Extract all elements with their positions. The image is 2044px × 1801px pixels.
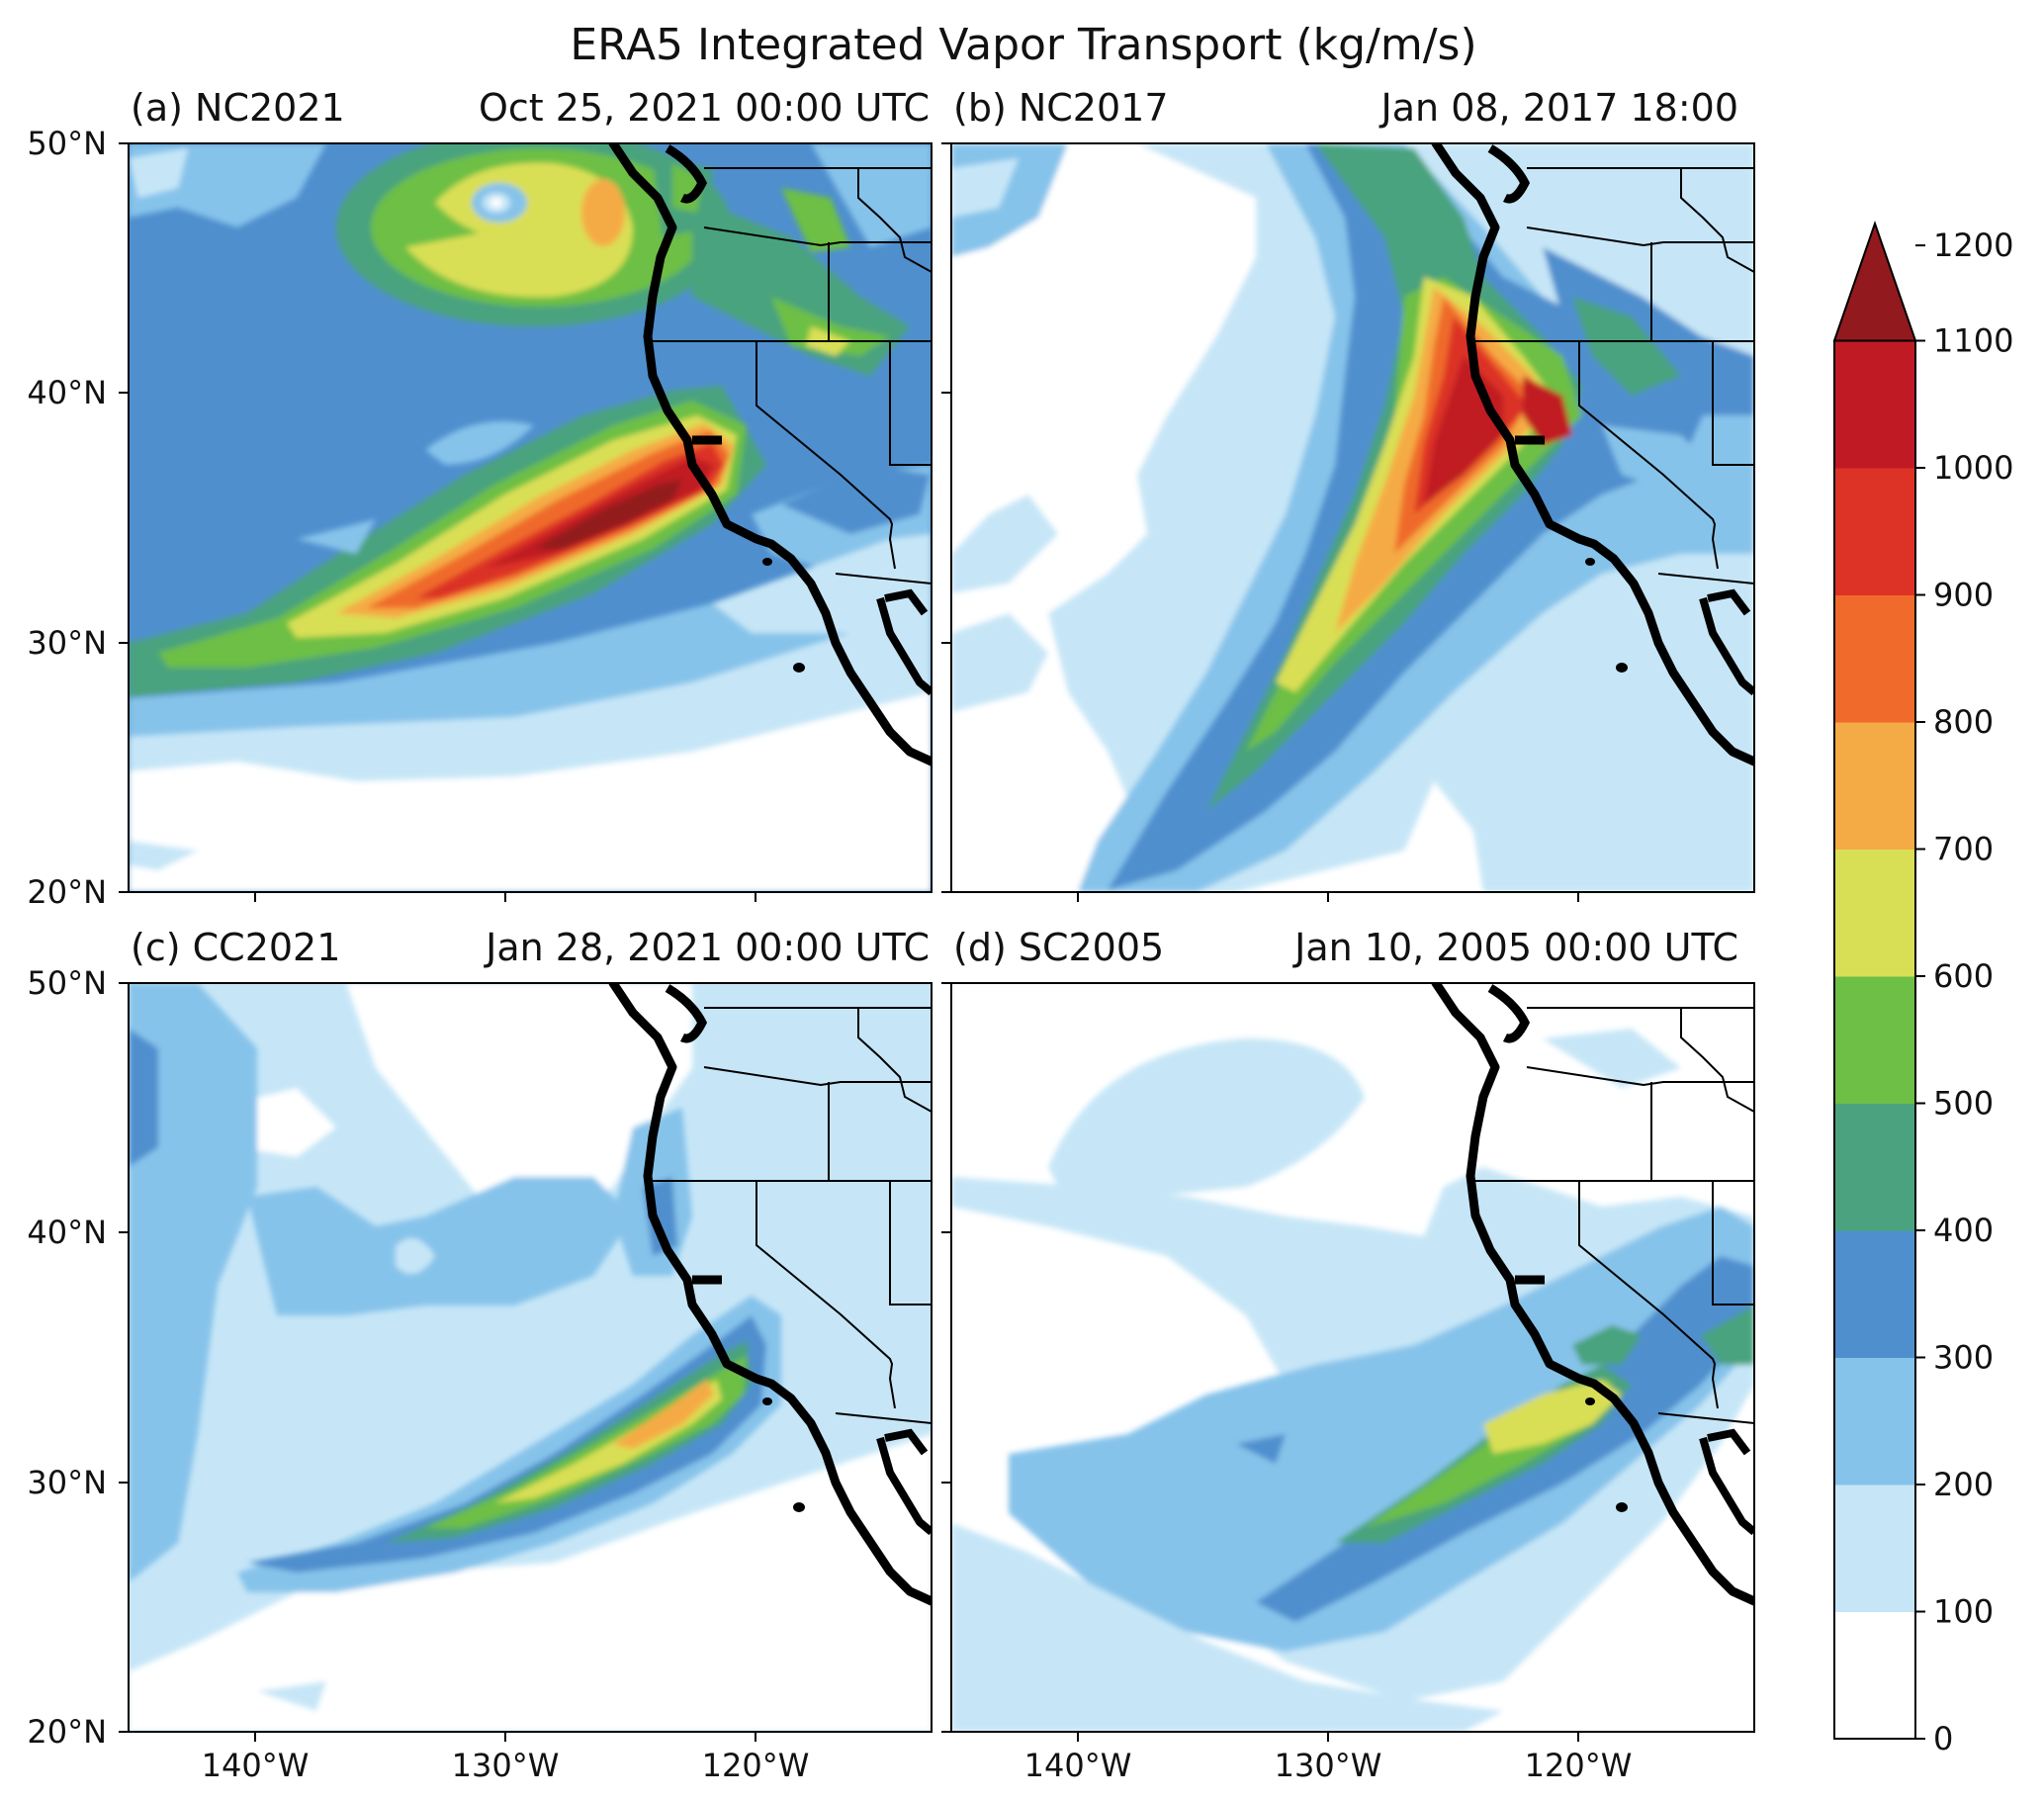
lon-label-120w-right: 120°W [1525, 1747, 1633, 1784]
lat-label-30n-bottom: 30°N [27, 1464, 107, 1501]
colorbar-outline [1833, 339, 1916, 1740]
lon-label-130w-left: 130°W [452, 1747, 560, 1784]
panel-a-map [129, 143, 932, 892]
colorbar-segment-0 [1834, 1611, 1915, 1740]
colorbar-label-400: 400 [1933, 1212, 1994, 1249]
lat-label-40n-top: 40°N [27, 374, 107, 411]
panel-b-map [951, 143, 1754, 892]
colorbar-segment-600 [1834, 849, 1915, 977]
panel-b-date: Jan 08, 2017 18:00 [1379, 86, 1738, 130]
colorbar-label-1200: 1200 [1933, 226, 2013, 264]
lon-label-140w-left: 140°W [202, 1747, 310, 1784]
panel-b-frame [950, 142, 1755, 893]
colorbar-label-1000: 1000 [1933, 449, 2013, 487]
panel-d-map [951, 983, 1754, 1732]
figure-title: ERA5 Integrated Vapor Transport (kg/m/s) [570, 20, 1476, 70]
colorbar-segment-300 [1834, 1230, 1915, 1358]
panel-d-date: Jan 10, 2005 00:00 UTC [1292, 926, 1738, 969]
lon-label-120w-left: 120°W [702, 1747, 810, 1784]
lat-label-30n-top: 30°N [27, 624, 107, 662]
lon-label-130w-right: 130°W [1275, 1747, 1382, 1784]
panel-c-date: Jan 28, 2021 00:00 UTC [484, 926, 930, 969]
colorbar-segment-200 [1834, 1357, 1915, 1486]
lat-label-50n-bottom: 50°N [27, 964, 107, 1002]
colorbar-label-500: 500 [1933, 1085, 1994, 1123]
colorbar-segment-400 [1834, 1103, 1915, 1231]
colorbar-label-900: 900 [1933, 577, 1994, 614]
colorbar-label-800: 800 [1933, 703, 1994, 741]
panel-c-map [129, 983, 932, 1732]
colorbar-segment-100 [1834, 1485, 1915, 1612]
colorbar-label-700: 700 [1933, 831, 1994, 868]
colorbar: 0 100 200 300 400 500 600 700 800 900 1000 1100 1200 [1832, 220, 2013, 1757]
colorbar-segment-800 [1834, 594, 1915, 723]
panel-b-label: (b) NC2017 [953, 86, 1169, 130]
panel-c-frame [128, 982, 933, 1733]
colorbar-segment-500 [1834, 976, 1915, 1104]
panel-a-frame [128, 142, 933, 893]
panel-a-date: Oct 25, 2021 00:00 UTC [479, 86, 930, 130]
lat-tick-marks [119, 142, 951, 1733]
colorbar-segment-900 [1834, 468, 1915, 595]
colorbar-label-0: 0 [1933, 1720, 1953, 1757]
colorbar-label-100: 100 [1933, 1593, 1994, 1631]
panel-a-label: (a) NC2021 [131, 86, 345, 130]
lon-label-140w-right: 140°W [1024, 1747, 1132, 1784]
colorbar-label-200: 200 [1933, 1466, 1994, 1503]
panel-c-label: (c) CC2021 [131, 926, 340, 969]
panel-d-label: (d) SC2005 [953, 926, 1164, 969]
lat-label-20n-top: 20°N [27, 873, 107, 911]
lat-label-20n-bottom: 20°N [27, 1713, 107, 1751]
colorbar-label-1100: 1100 [1933, 322, 2013, 360]
lat-label-50n-top: 50°N [27, 125, 107, 162]
panel-d-frame [950, 982, 1755, 1733]
colorbar-segment-700 [1834, 722, 1915, 850]
panel-a-coastline [608, 143, 932, 766]
lon-tick-marks [254, 892, 1579, 1742]
lat-label-40n-bottom: 40°N [27, 1214, 107, 1251]
colorbar-label-300: 300 [1933, 1339, 1994, 1377]
colorbar-extension-triangle [1832, 220, 1917, 342]
colorbar-label-600: 600 [1933, 957, 1994, 995]
colorbar-segment-1000 [1834, 340, 1915, 469]
